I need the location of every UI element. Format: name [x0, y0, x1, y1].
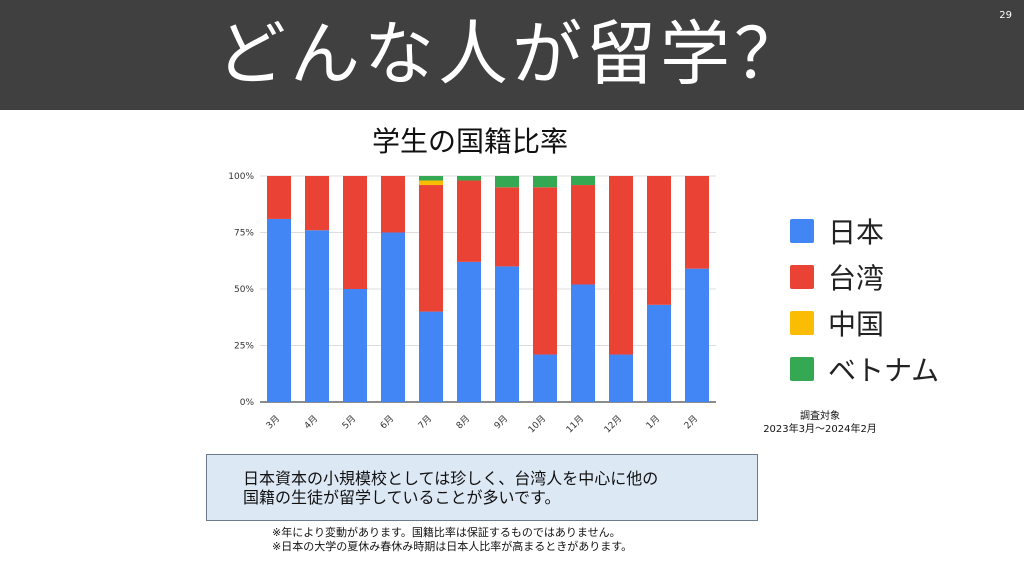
x-tick-label: 12月	[602, 413, 624, 435]
y-tick-label: 100%	[228, 172, 254, 182]
bar-segment	[419, 185, 443, 312]
bar-segment	[381, 176, 405, 233]
bar-segment	[305, 176, 329, 231]
bar-segment	[571, 284, 595, 402]
y-tick-label: 0%	[240, 398, 255, 408]
x-tick-label: 10月	[526, 413, 548, 435]
legend-label: 台湾	[828, 262, 885, 295]
bar-segment	[457, 176, 481, 181]
bar-segment	[305, 230, 329, 402]
notes: ※年により変動があります。国籍比率は保証するものではありません。 ※日本の大学の…	[272, 526, 632, 554]
chart-legend: 日本台湾中国ベトナム	[790, 208, 939, 392]
x-tick-label: 5月	[340, 413, 358, 431]
bar-segment	[419, 176, 443, 181]
bar-segment	[685, 176, 709, 269]
callout-box: 日本資本の小規模校としては珍しく、台湾人を中心に他の 国籍の生徒が留学しているこ…	[206, 454, 758, 521]
bar-segment	[267, 218, 291, 402]
survey-label: 調査対象	[800, 411, 840, 422]
legend-swatch	[790, 265, 814, 289]
bar-segment	[571, 185, 595, 285]
y-tick-label: 75%	[234, 229, 254, 239]
x-tick-label: 7月	[416, 413, 434, 431]
bar-segment	[419, 311, 443, 402]
legend-item: ベトナム	[790, 346, 939, 392]
legend-swatch	[790, 357, 814, 381]
callout-line-1: 日本資本の小規模校としては珍しく、台湾人を中心に他の	[243, 469, 659, 488]
bar-segment	[533, 176, 557, 188]
x-tick-label: 3月	[264, 413, 282, 431]
legend-label: 日本	[828, 216, 885, 249]
bar-segment	[533, 354, 557, 402]
bar-segment	[419, 180, 443, 186]
y-tick-label: 25%	[234, 342, 254, 352]
bar-segment	[495, 266, 519, 402]
note-1: ※年により変動があります。国籍比率は保証するものではありません。	[272, 526, 621, 539]
bar-segment	[571, 176, 595, 186]
bar-segment	[381, 232, 405, 402]
bar-segment	[343, 176, 367, 289]
chart-title: 学生の国籍比率	[371, 125, 568, 158]
bar-segment	[495, 187, 519, 267]
legend-swatch	[790, 219, 814, 243]
legend-swatch	[790, 311, 814, 335]
bar-segment	[267, 176, 291, 219]
bar-segment	[647, 304, 671, 402]
bar-segment	[457, 180, 481, 262]
bar-segment	[647, 176, 671, 305]
y-tick-label: 50%	[234, 285, 254, 295]
bar-segment	[609, 176, 633, 355]
bar-segment	[495, 176, 519, 188]
survey-range: 2023年3月～2024年2月	[763, 424, 877, 435]
page-number: 29	[999, 10, 1012, 21]
legend-item: 中国	[790, 300, 939, 346]
legend-item: 日本	[790, 208, 939, 254]
callout-line-2: 国籍の生徒が留学していることが多いです。	[243, 488, 561, 507]
x-tick-label: 2月	[682, 413, 700, 431]
bar-segment	[609, 354, 633, 402]
header-bar	[0, 0, 1024, 110]
legend-label: ベトナム	[828, 354, 940, 387]
bar-segment	[685, 268, 709, 402]
x-tick-label: 8月	[454, 413, 472, 431]
slide-title: どんな人が留学？	[216, 13, 808, 95]
bar-segment	[457, 261, 481, 402]
survey-period: 調査対象 2023年3月～2024年2月	[740, 410, 900, 436]
legend-label: 中国	[828, 308, 885, 341]
x-tick-label: 6月	[378, 413, 396, 431]
legend-item: 台湾	[790, 254, 939, 300]
bar-segment	[343, 289, 367, 402]
bar-segment	[533, 187, 557, 355]
note-2: ※日本の大学の夏休み春休み時期は日本人比率が高まるときがあります。	[272, 540, 633, 553]
x-tick-label: 1月	[644, 413, 662, 431]
x-tick-label: 4月	[302, 413, 320, 431]
x-tick-label: 11月	[564, 413, 586, 435]
x-tick-label: 9月	[492, 413, 510, 431]
